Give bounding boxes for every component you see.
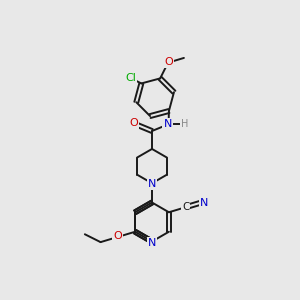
Text: N: N	[148, 179, 156, 189]
Text: H: H	[181, 119, 188, 129]
Text: N: N	[200, 198, 208, 208]
Text: Cl: Cl	[125, 73, 136, 83]
Text: N: N	[164, 119, 172, 129]
Text: O: O	[129, 118, 138, 128]
Text: O: O	[113, 231, 122, 241]
Text: O: O	[165, 57, 173, 67]
Text: N: N	[148, 238, 156, 248]
Text: C: C	[182, 202, 189, 212]
